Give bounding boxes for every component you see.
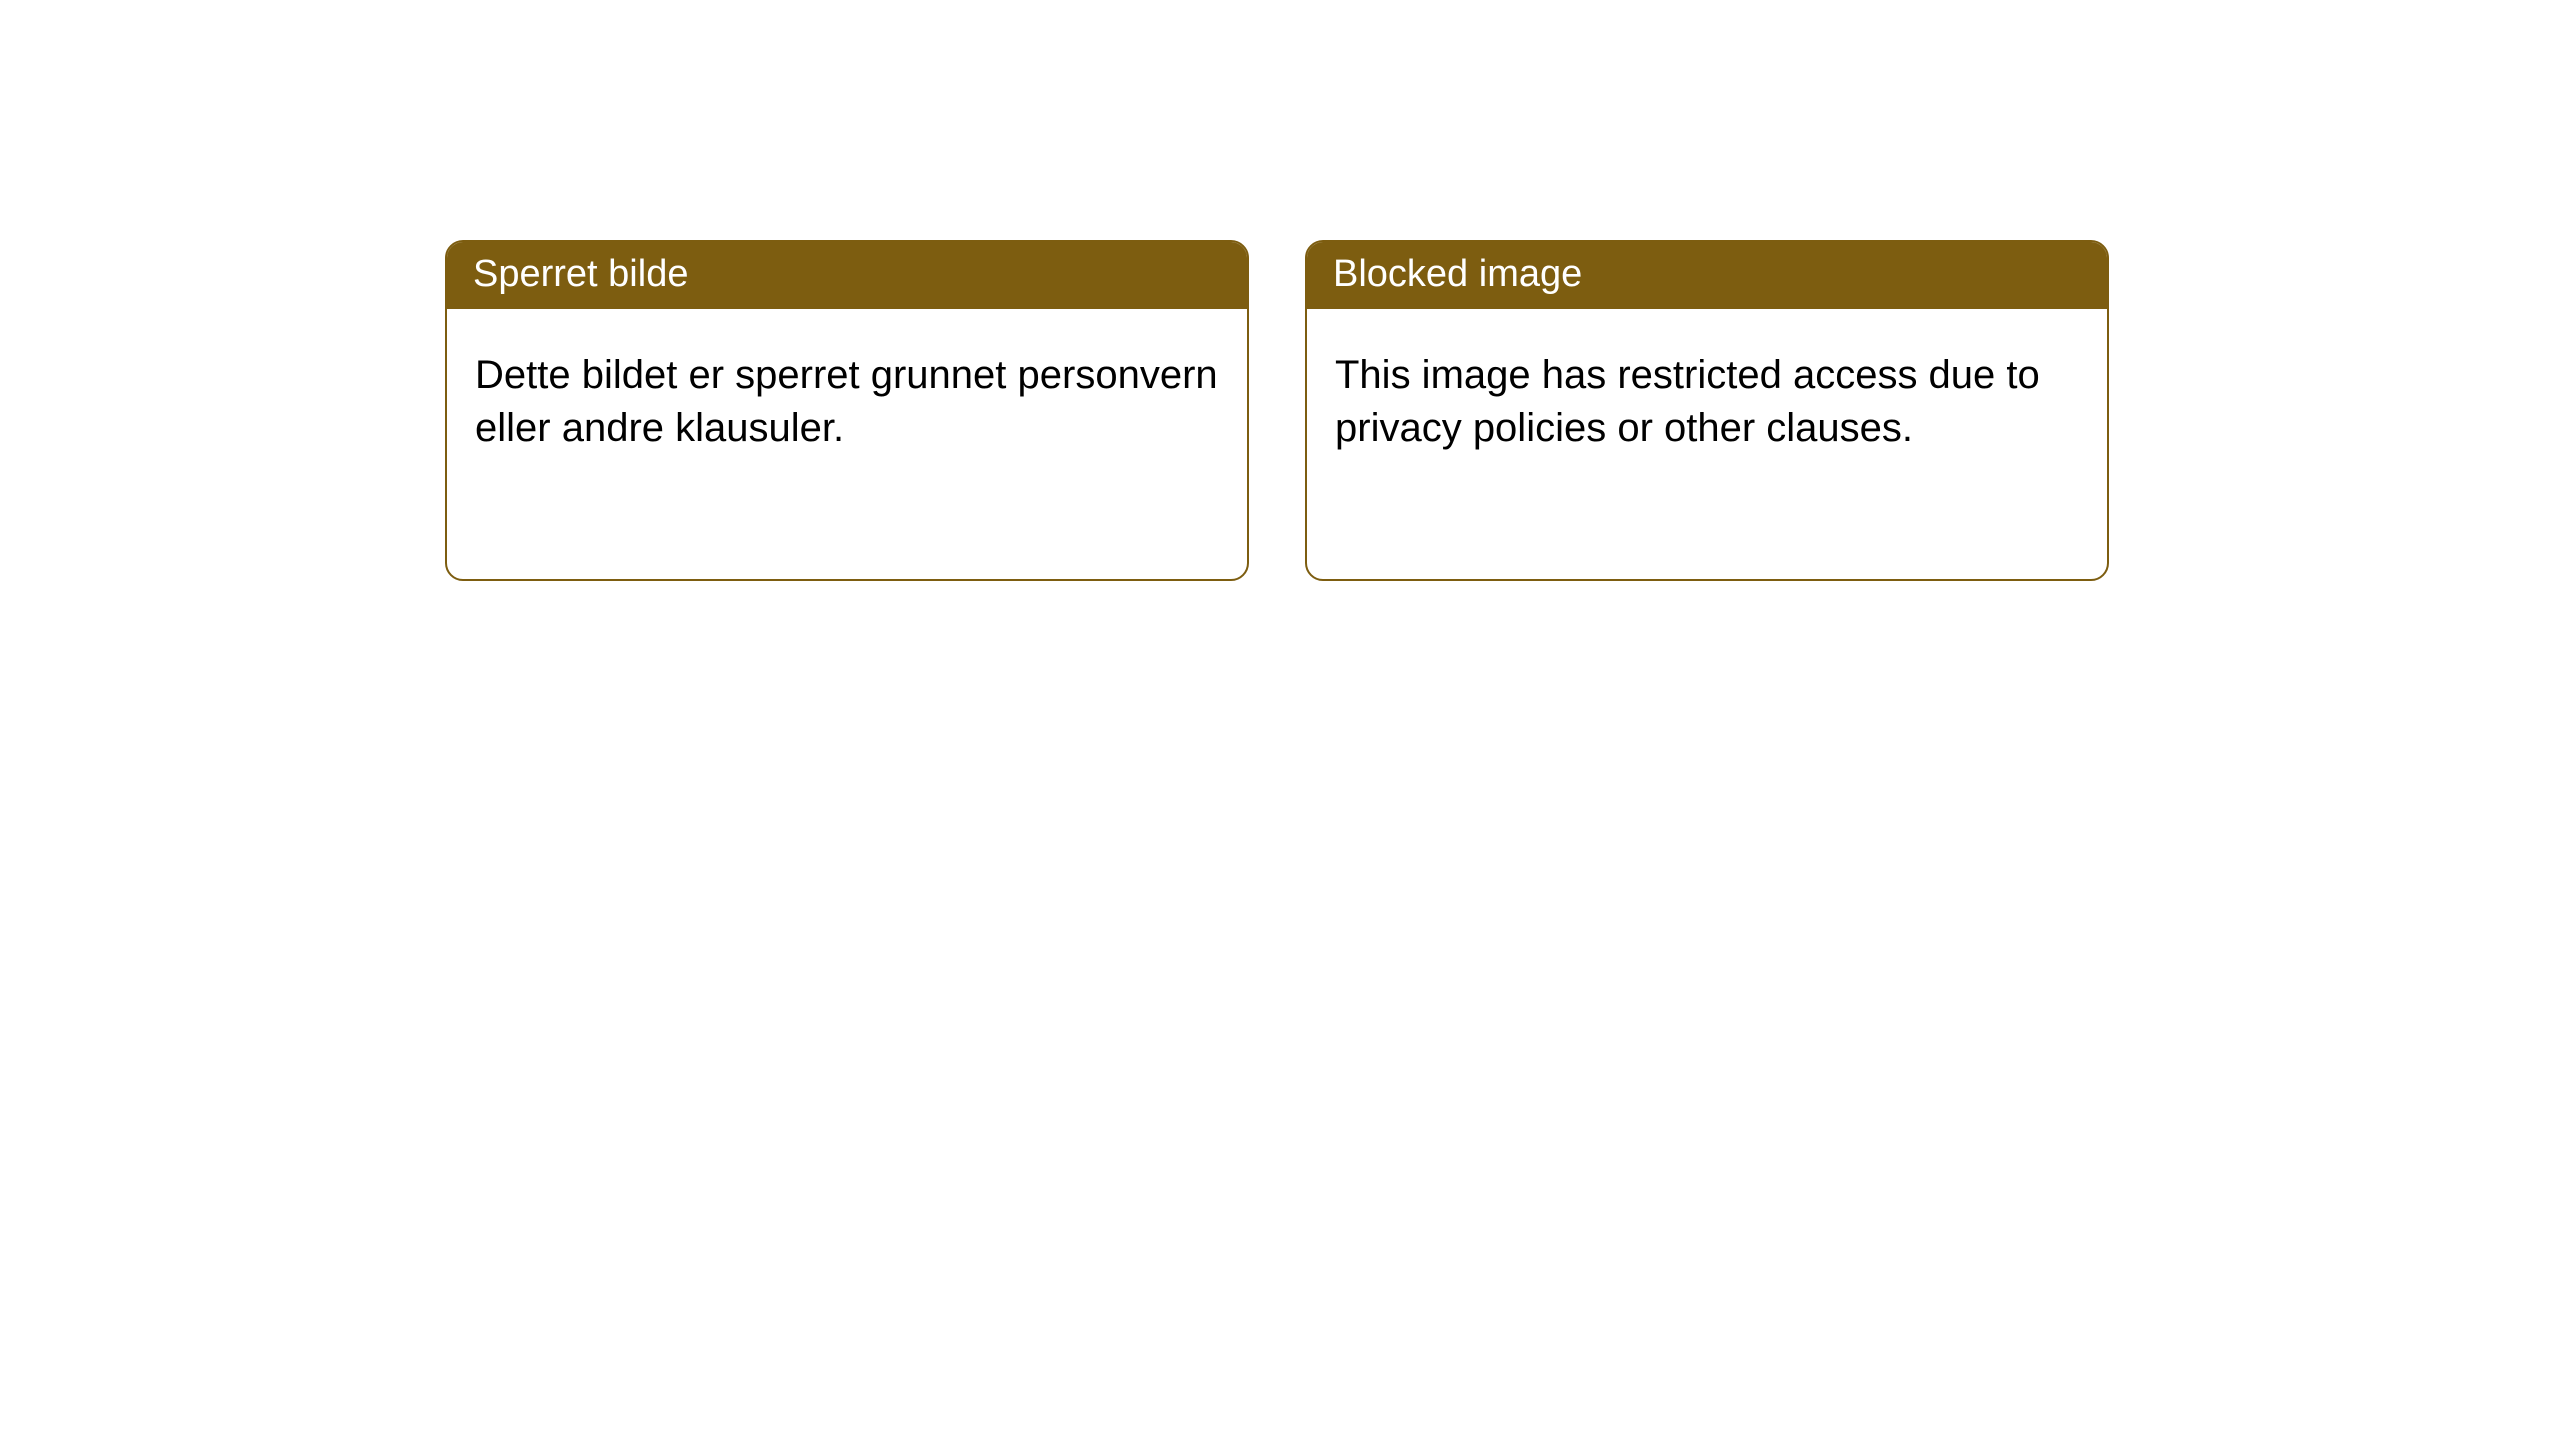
notice-card-title: Blocked image <box>1307 242 2107 309</box>
notice-container: Sperret bilde Dette bildet er sperret gr… <box>0 0 2560 581</box>
notice-card-body: Dette bildet er sperret grunnet personve… <box>447 309 1247 579</box>
notice-card-en: Blocked image This image has restricted … <box>1305 240 2109 581</box>
notice-card-title: Sperret bilde <box>447 242 1247 309</box>
notice-card-no: Sperret bilde Dette bildet er sperret gr… <box>445 240 1249 581</box>
notice-card-body: This image has restricted access due to … <box>1307 309 2107 579</box>
